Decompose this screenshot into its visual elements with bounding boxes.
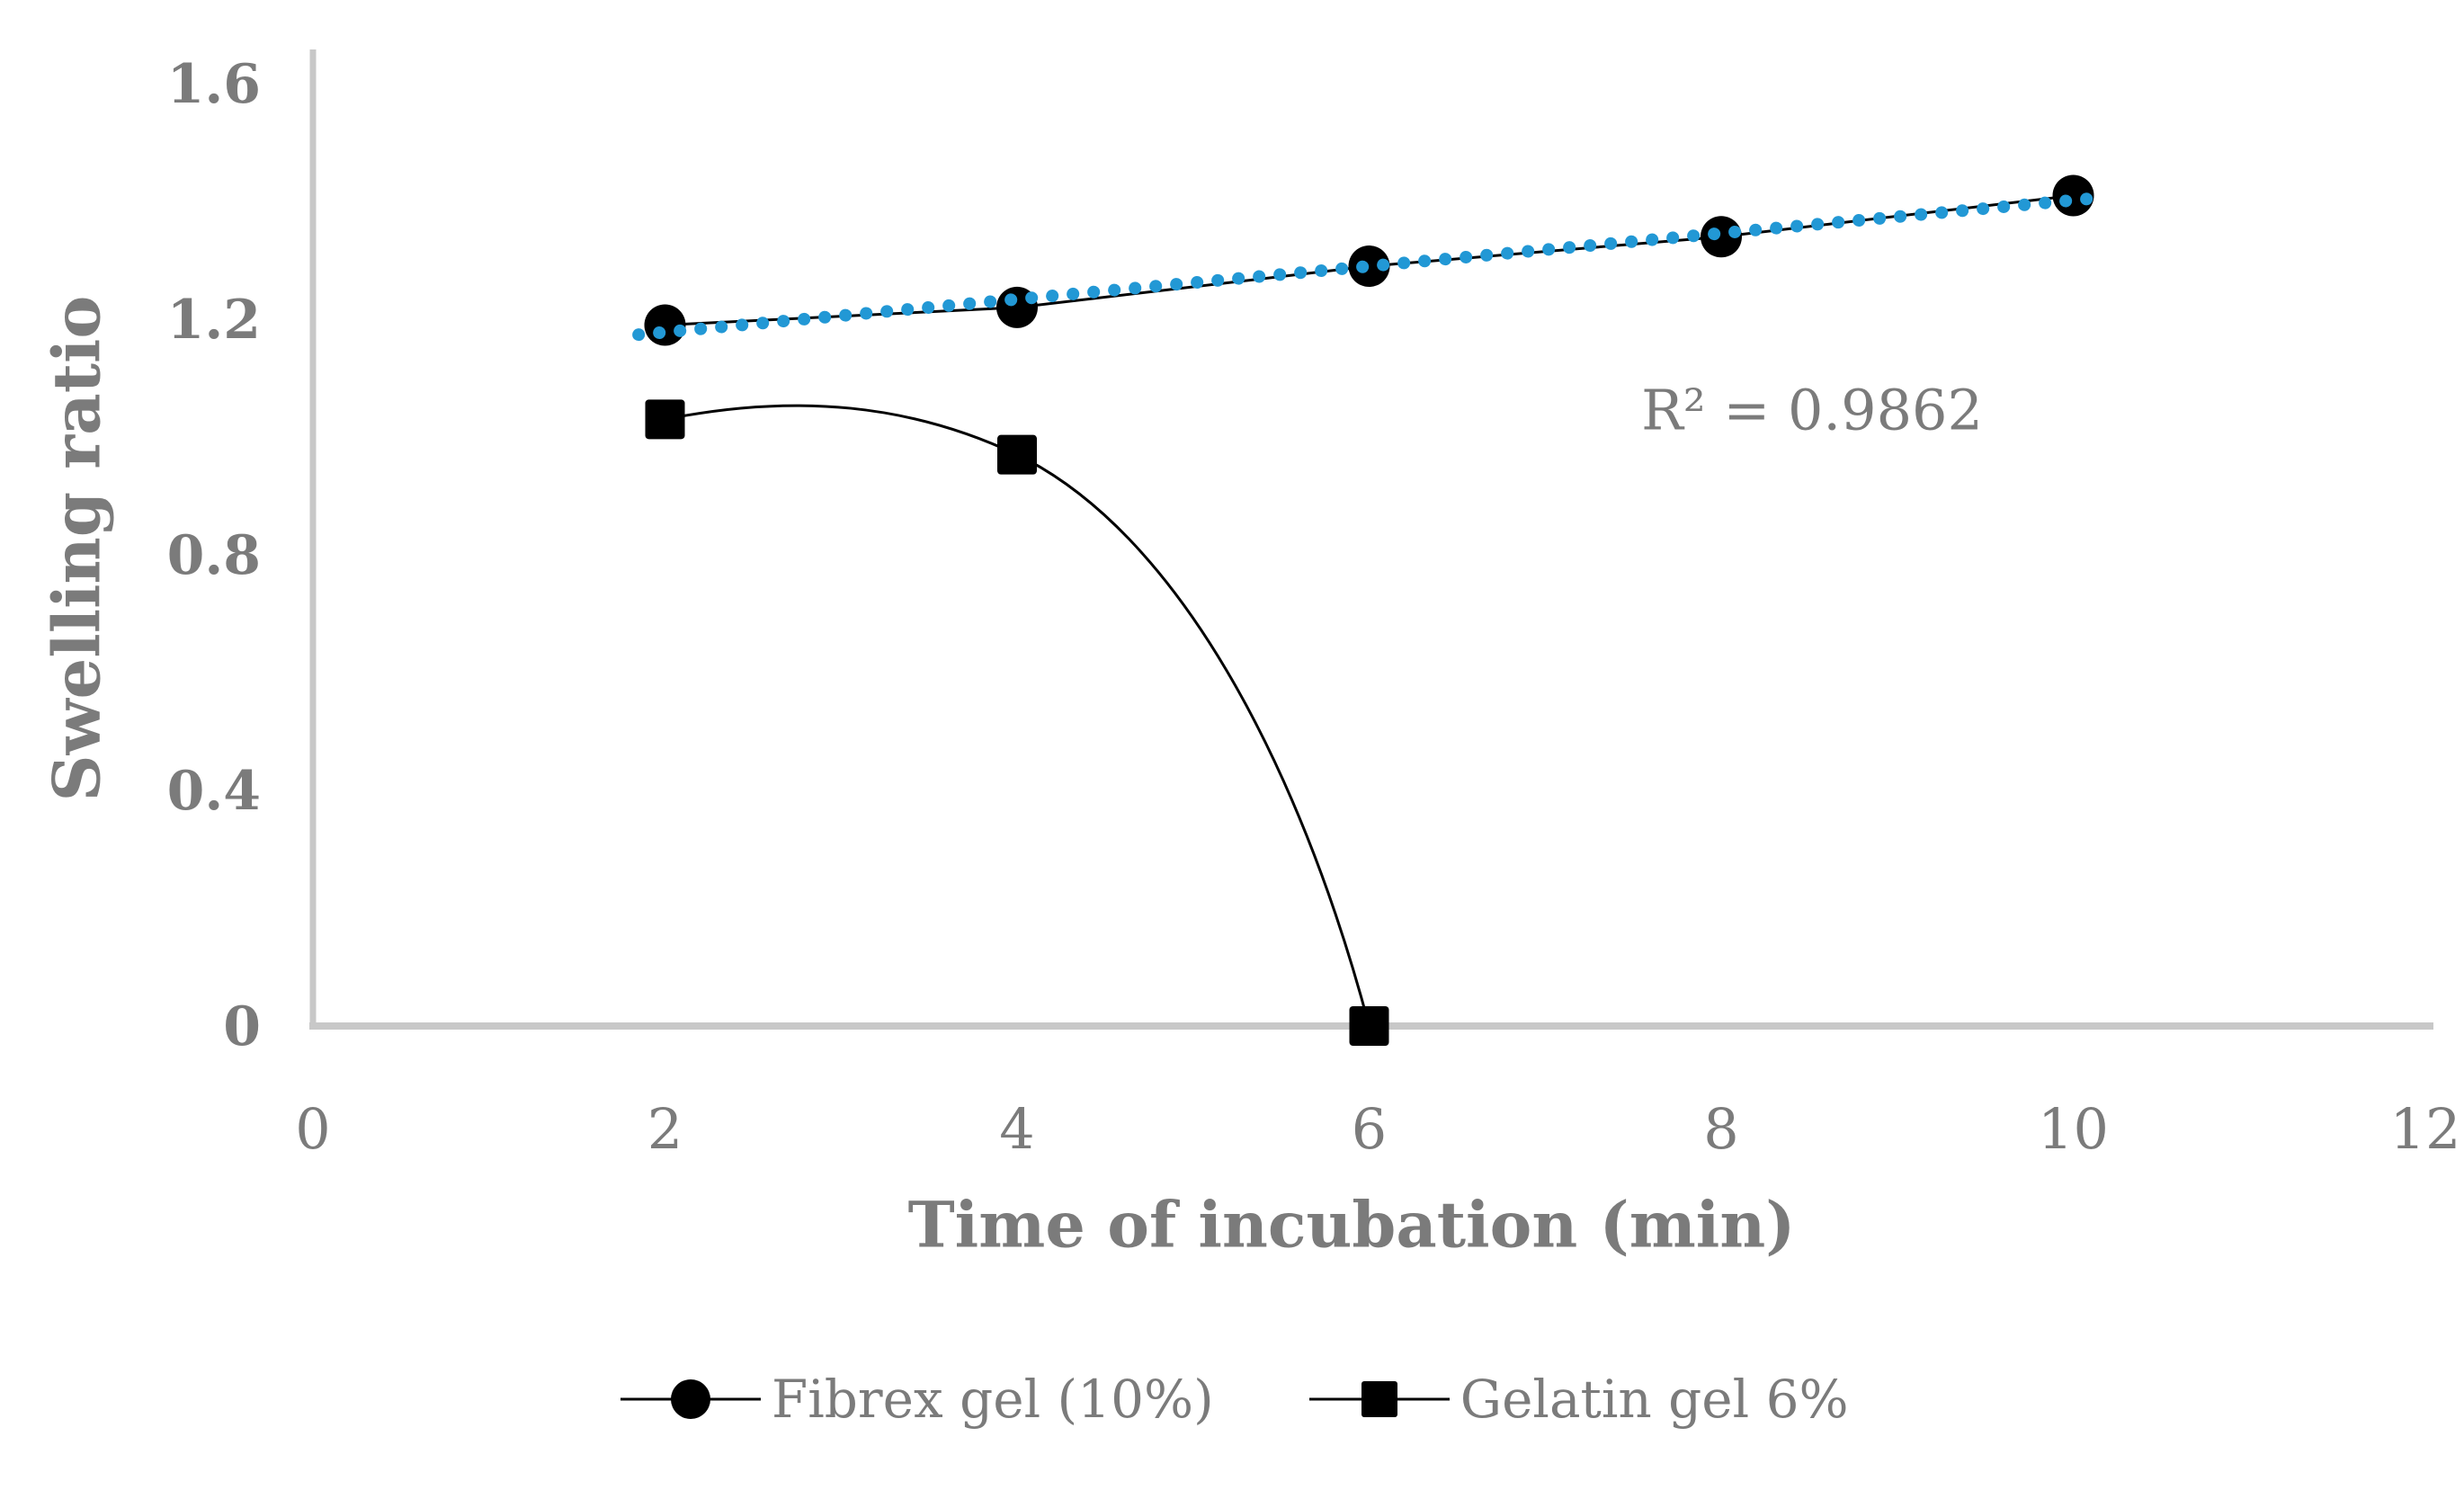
x-tick-label: 12 (2390, 1096, 2461, 1162)
legend-label-fibrex: Fibrex gel (10%) (772, 1369, 1214, 1430)
y-tick-label: 0 (223, 995, 261, 1058)
x-tick-label: 8 (1703, 1096, 1738, 1162)
y-tick-label: 0.8 (167, 524, 261, 587)
r-squared-annotation: R² = 0.9862 (1641, 377, 1983, 443)
x-tick-label: 10 (2038, 1096, 2109, 1162)
x-tick-label: 6 (1352, 1096, 1387, 1162)
x-axis-title: Time of incubation (min) (907, 1187, 1796, 1263)
legend-circle-glyph (671, 1379, 710, 1419)
legend-item-fibrex: Fibrex gel (10%) (619, 1369, 1214, 1430)
trendline-dotted (632, 191, 2106, 342)
square-marker-icon (1308, 1381, 1450, 1417)
y-tick-label: 1.6 (167, 53, 261, 116)
y-tick-label: 0.4 (167, 760, 261, 823)
y-axis-title: Swelling ratio (38, 295, 115, 802)
gelatin-data-point (997, 434, 1037, 475)
y-tick-label: 1.2 (167, 289, 261, 352)
gelatin-data-point (1349, 1006, 1389, 1046)
gelatin-series-line (665, 404, 1370, 1027)
fibrex-data-point (1701, 216, 1742, 258)
gelatin-data-point (645, 399, 685, 440)
x-tick-label: 4 (999, 1096, 1034, 1162)
legend-label-gelatin: Gelatin gel 6% (1460, 1369, 1849, 1430)
fibrex-data-point (1348, 245, 1390, 288)
circle-marker-icon (620, 1379, 761, 1419)
legend: Fibrex gel (10%) Gelatin gel 6% (619, 1369, 1849, 1430)
legend-item-gelatin: Gelatin gel 6% (1308, 1369, 1849, 1430)
x-tick-label: 2 (647, 1096, 683, 1162)
legend-square-glyph (1361, 1381, 1397, 1417)
x-tick-label: 0 (295, 1096, 330, 1162)
